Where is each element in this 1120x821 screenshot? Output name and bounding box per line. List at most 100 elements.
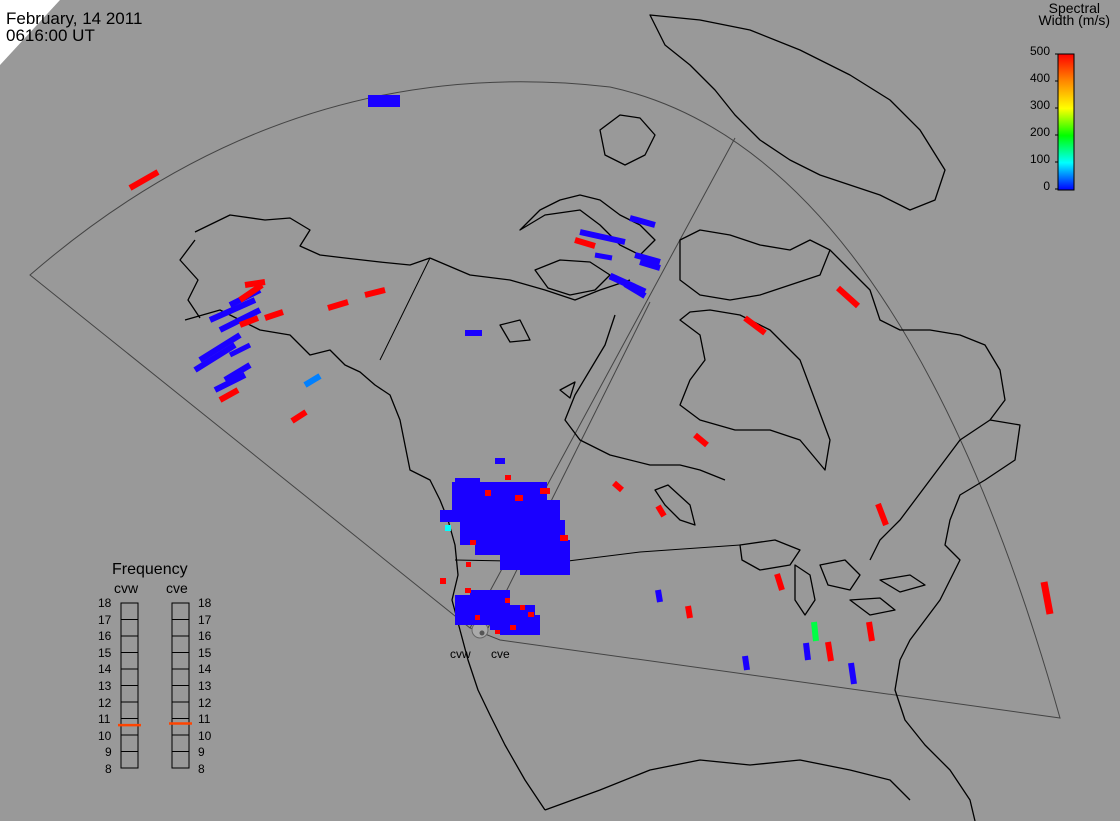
colorbar-tick-label: 200 [1029, 125, 1050, 139]
colorbar-gradient [1057, 53, 1075, 191]
echo-cell [327, 299, 349, 311]
echo-cell [848, 662, 857, 685]
frequency-tick-label: 8 [105, 762, 112, 776]
echo-cell [440, 510, 460, 522]
frequency-tick-label: 14 [198, 662, 212, 677]
echo-cell [475, 615, 480, 620]
frequency-boxes [118, 602, 192, 769]
echo-cell [440, 578, 446, 584]
echo-cell [228, 342, 252, 358]
echo-cell [742, 655, 750, 671]
colorbar-title-line1: Spectral [1048, 0, 1100, 16]
echo-cell [495, 458, 505, 464]
frequency-tick-label: 9 [198, 745, 205, 760]
echo-cell [198, 332, 242, 363]
frequency-tick-label: 18 [98, 596, 112, 610]
colorbar-tick-label: 400 [1029, 71, 1050, 85]
echo-cell [368, 95, 400, 107]
echo-cell [290, 409, 308, 424]
date-label: February, 14 2011 [6, 9, 143, 28]
echo-cell [208, 297, 257, 323]
echo-cell [455, 478, 480, 488]
radar-fov-outline [29, 81, 1061, 719]
echo-cell [465, 588, 471, 593]
echo-cell [303, 373, 322, 388]
echo-cell [193, 342, 237, 373]
echo-cell [811, 621, 819, 642]
colorbar-title-line2: Width (m/s) [1038, 12, 1110, 28]
echo-cell [655, 504, 667, 518]
radar-site-label: cvw [450, 647, 471, 661]
echo-cell [639, 259, 661, 271]
echo-cell [223, 362, 252, 383]
echo-cell [466, 562, 471, 567]
echo-cell [505, 598, 510, 603]
echo-cell [560, 535, 568, 541]
frequency-tick-label: 9 [105, 745, 112, 760]
echo-cell [238, 282, 264, 303]
frequency-tick-label: 18 [198, 596, 212, 610]
frequency-radar-label: cve [166, 580, 188, 596]
echo-cell [693, 432, 709, 448]
echo-cell [866, 621, 875, 642]
echo-cell [515, 495, 523, 501]
echo-cell [470, 540, 476, 545]
colorbar-tick-label: 500 [1029, 44, 1050, 58]
frequency-tick-label: 11 [198, 712, 211, 727]
frequency-tick-label: 14 [98, 662, 112, 677]
echo-cell [238, 315, 260, 328]
colorbar-tick-label: 0 [1043, 179, 1050, 193]
echo-cell [1040, 581, 1054, 615]
echo-cell [612, 480, 624, 493]
frequency-radar-label: cvw [114, 580, 139, 596]
colorbar-tick-label: 100 [1029, 152, 1050, 166]
frequency-tick-label: 16 [198, 629, 212, 644]
time-label: 0616:00 UT [6, 26, 95, 45]
echo-cell [128, 169, 160, 191]
echo-cell [540, 488, 550, 494]
backscatter-echoes [128, 95, 1054, 685]
colorbar-tick-label: 300 [1029, 98, 1050, 112]
frequency-tick-label: 16 [98, 629, 112, 644]
frequency-tick-label: 17 [98, 612, 112, 627]
corner-patch [0, 0, 60, 65]
echo-cell [520, 555, 570, 575]
frequency-tick-label: 11 [98, 712, 111, 727]
echo-cell [485, 490, 491, 496]
frequency-tick-label: 12 [98, 695, 112, 710]
frequency-tick-label: 13 [198, 679, 212, 693]
coastlines [179, 14, 1021, 821]
echo-cell [623, 281, 647, 299]
frequency-panel-title: Frequency [112, 561, 188, 578]
frequency-tick-label: 12 [198, 695, 212, 710]
frequency-tick-label: 15 [98, 645, 112, 660]
echo-cell [505, 475, 511, 480]
frequency-tick-label: 17 [198, 612, 212, 627]
echo-cell [264, 309, 284, 321]
echo-cell [510, 625, 516, 630]
echo-cell [364, 287, 386, 298]
radar-site-marker [471, 621, 489, 639]
echo-cell [213, 372, 247, 393]
echo-cell [594, 252, 613, 261]
radar-site-label: cve [491, 647, 510, 661]
echo-cell [528, 612, 534, 617]
echo-cell [445, 525, 451, 531]
echo-cell [655, 589, 663, 603]
echo-cell [875, 502, 889, 527]
echo-cell [520, 605, 525, 610]
frequency-tick-label: 13 [98, 679, 112, 693]
echo-cell [774, 573, 785, 591]
echo-cell [218, 387, 240, 403]
echo-cell [803, 642, 811, 661]
echo-cell [579, 229, 626, 245]
echo-cell [685, 605, 693, 619]
frequency-tick-label: 15 [198, 645, 212, 660]
frequency-tick-label: 10 [98, 728, 112, 743]
frequency-tick-label: 10 [198, 728, 212, 743]
echo-cell [743, 315, 767, 336]
echo-cell [574, 237, 596, 249]
echo-cell [495, 630, 500, 634]
echo-cell [244, 279, 266, 288]
